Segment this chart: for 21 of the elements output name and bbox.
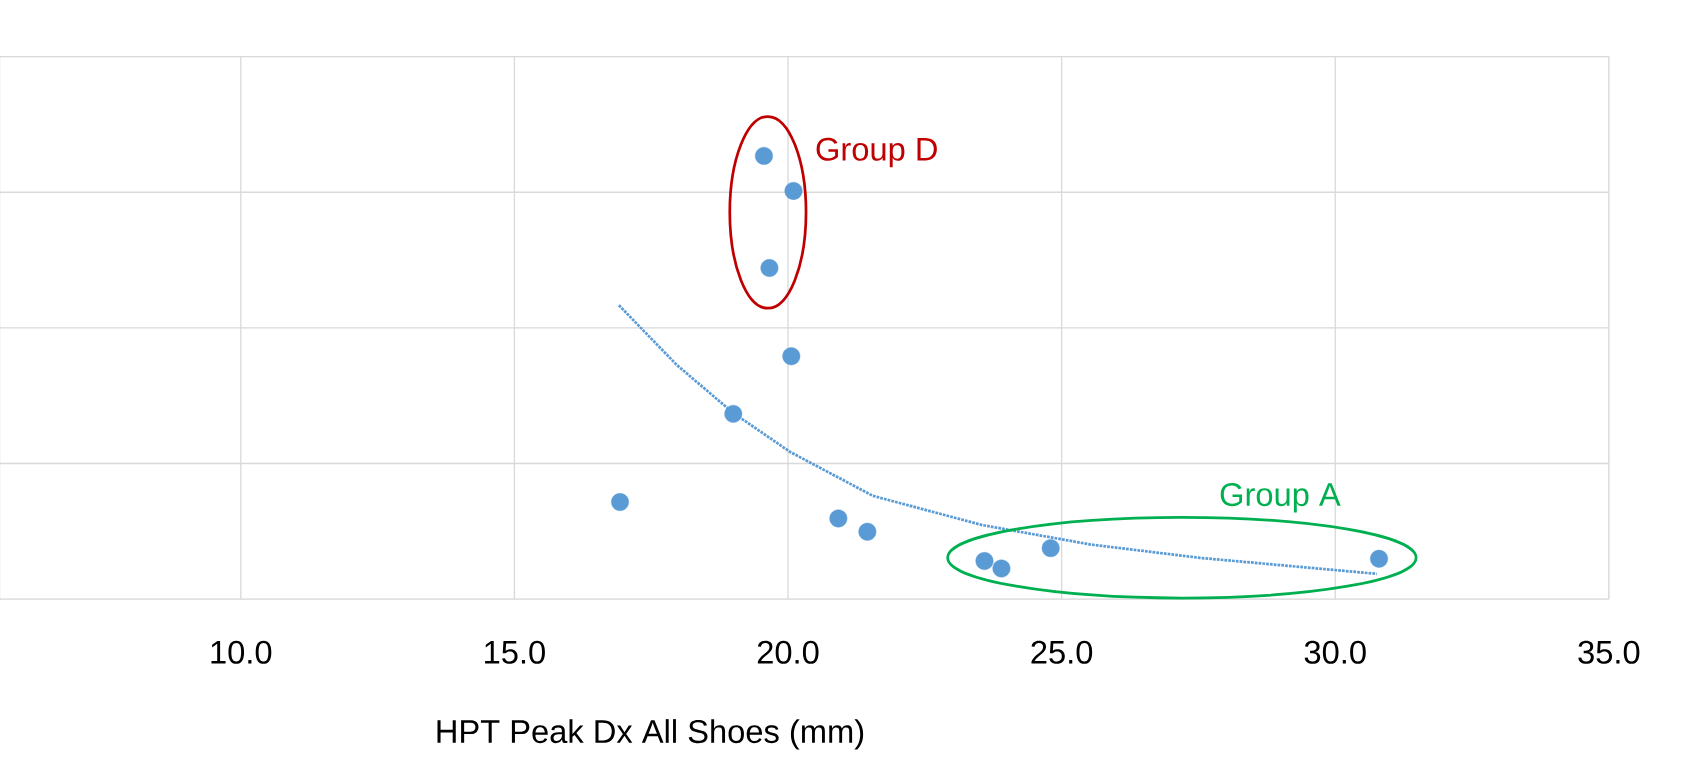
x-axis-title: HPT Peak Dx All Shoes (mm) — [437, 719, 864, 750]
point — [1370, 550, 1388, 568]
point — [784, 182, 803, 201]
x-tick-label: 35.0 — [1578, 640, 1640, 665]
point — [724, 405, 743, 423]
point — [611, 493, 629, 512]
point — [1041, 539, 1060, 558]
annotation: Group D — [816, 137, 937, 168]
point — [829, 509, 848, 528]
point — [858, 523, 877, 541]
point — [782, 347, 801, 366]
x-tick-label: 15.0 — [485, 640, 545, 665]
annotation: Group A — [1220, 483, 1341, 513]
x-tick-label: 20.0 — [757, 640, 819, 665]
x-tick-label: 30.0 — [1304, 640, 1366, 665]
point — [975, 552, 994, 571]
x-tick-label: 25.0 — [1031, 640, 1093, 665]
x-tick-label: 10.0 — [211, 640, 272, 665]
point — [755, 147, 773, 166]
point — [760, 259, 779, 278]
point — [992, 559, 1011, 578]
